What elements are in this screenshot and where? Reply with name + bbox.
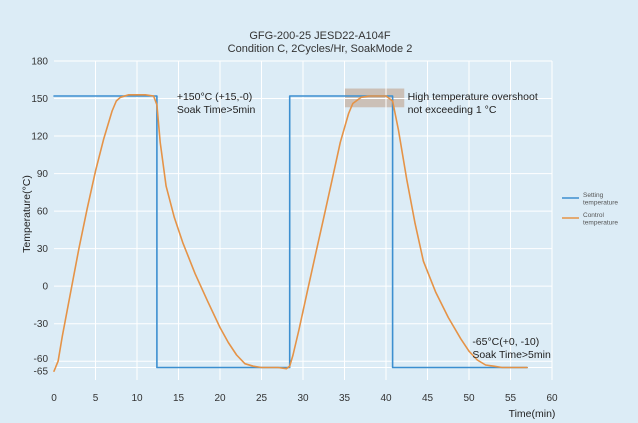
x-tick-label: 50 [463, 393, 475, 404]
y-tick-label: 60 [37, 207, 49, 218]
legend-label-setting-cont: temperature [583, 200, 618, 207]
x-tick-label: 25 [256, 393, 268, 404]
chart-title: GFG-200-25 JESD22-A104F [249, 30, 391, 42]
y-tick-label: 150 [31, 94, 48, 105]
annotation-high-soak: +150°C (+15,-0) [177, 91, 252, 103]
series-line-setting [53, 95, 528, 369]
annotation-low-soak: -65°C(+0, -10) [472, 336, 539, 348]
y-tick-label: 90 [37, 169, 49, 180]
x-tick-label: 35 [339, 393, 351, 404]
y-tick-label: 30 [37, 244, 49, 255]
y-tick-label: -60 [34, 354, 49, 365]
chart-subtitle: Condition C, 2Cycles/Hr, SoakMode 2 [228, 43, 413, 55]
y-tick-label: 0 [42, 282, 48, 293]
x-tick-label: 0 [51, 393, 57, 404]
x-tick-label: 10 [131, 393, 143, 404]
x-tick-label: 55 [505, 393, 517, 404]
series-line-control [53, 94, 528, 373]
legend-label-control: Control [583, 212, 605, 219]
x-tick-label: 15 [173, 393, 185, 404]
x-tick-label: 30 [297, 393, 309, 404]
legend-label-control-cont: temperature [583, 220, 618, 227]
overshoot-highlight [344, 88, 405, 108]
y-axis-label: Temperature(°C) [21, 175, 33, 253]
annotation-low-soak: Soak Time>5min [472, 349, 551, 361]
annotation-high-soak: Soak Time>5min [177, 104, 256, 116]
y-tick-label: 180 [31, 57, 48, 68]
y-tick-label: -65 [34, 366, 49, 377]
annotation-overshoot: High temperature overshoot [408, 91, 538, 103]
x-tick-label: 5 [93, 393, 99, 404]
x-axis-label: Time(min) [509, 408, 556, 420]
x-tick-label: 45 [422, 393, 434, 404]
x-tick-label: 60 [546, 393, 558, 404]
annotation-overshoot: not exceeding 1 °C [408, 104, 497, 116]
x-tick-label: 40 [380, 393, 392, 404]
y-tick-label: 120 [31, 132, 48, 143]
y-tick-label: -30 [34, 319, 49, 330]
x-tick-label: 20 [214, 393, 226, 404]
legend-label-setting: Setting [583, 192, 604, 199]
